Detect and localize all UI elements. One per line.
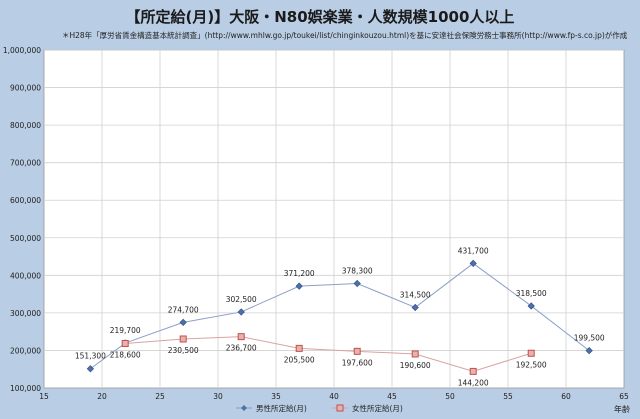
y-tick-label: 300,000 [10,309,41,318]
female-point [295,344,303,352]
male-point [469,259,477,268]
female-data-label: 205,500 [284,355,315,364]
y-tick-label: 600,000 [10,196,41,205]
male-data-label: 219,700 [110,326,141,335]
legend-female-marker [336,404,344,412]
x-tick-label: 55 [503,392,513,401]
male-point [527,302,535,310]
source-note: ＊H28年「厚労省賃金構造基本統計調査」(http://www.mhlw.go.… [62,31,628,40]
legend-male-marker [241,405,247,411]
female-data-label: 236,700 [226,344,257,353]
y-tick-label: 1,000,000 [3,46,41,55]
x-tick-label: 50 [445,392,455,401]
chart-title: 【所定給(月)】大阪・N80娯楽業・人数規模1000人以上 [125,8,515,26]
female-point [469,367,477,375]
female-data-label: 190,600 [400,361,431,370]
legend-female-label: 女性所定給(月) [352,403,403,413]
male-point [353,279,361,288]
y-tick-label: 100,000 [10,384,41,393]
series-line-female [125,336,532,372]
x-tick-label: 45 [387,392,397,401]
female-data-label: 218,600 [110,350,141,359]
x-tick-label: 35 [271,392,281,401]
x-tick-label: 65 [619,392,629,401]
x-tick-label: 60 [561,392,571,401]
male-data-label: 199,500 [574,334,605,343]
male-data-label: 371,200 [284,269,315,278]
female-data-label: 192,500 [516,360,547,369]
x-tick-label: 30 [213,392,223,401]
male-data-label: 151,300 [75,352,106,361]
female-point [527,349,535,357]
male-point [237,308,245,316]
male-data-label: 431,700 [458,246,489,255]
male-point [179,318,187,327]
y-tick-label: 700,000 [10,159,41,168]
y-tick-label: 400,000 [10,271,41,280]
male-data-label: 378,300 [342,266,373,275]
female-point [237,333,245,341]
legend-male-label: 男性所定給(月) [256,403,307,413]
x-tick-label: 15 [39,392,49,401]
female-point [121,339,129,347]
x-tick-label: 40 [329,392,339,401]
male-point [585,347,593,355]
female-data-label: 144,200 [458,378,489,387]
male-point [411,303,419,312]
male-data-label: 314,500 [400,290,431,299]
y-tick-label: 200,000 [10,346,41,355]
female-point [179,335,187,343]
x-tick-label: 20 [97,392,107,401]
female-data-label: 230,500 [168,346,199,355]
male-data-label: 318,500 [516,289,547,298]
y-tick-label: 500,000 [10,234,41,243]
y-tick-label: 900,000 [10,84,41,93]
x-axis-label: 年齢 [614,404,630,414]
male-point [295,282,303,290]
series-line-male [90,262,590,370]
female-point [411,350,419,358]
female-point [353,347,361,355]
male-data-label: 302,500 [226,295,257,304]
male-point [86,365,95,373]
male-data-label: 274,700 [168,305,199,314]
x-tick-label: 25 [155,392,165,401]
y-tick-label: 800,000 [10,121,41,130]
female-data-label: 197,600 [342,358,373,367]
